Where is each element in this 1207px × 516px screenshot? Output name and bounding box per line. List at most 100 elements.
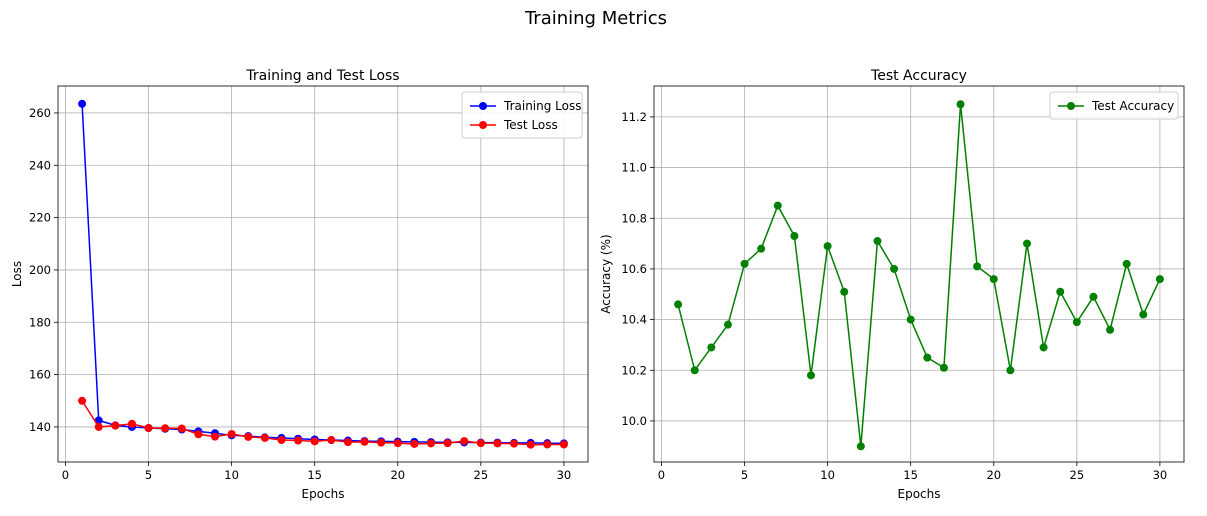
x-tick-label: 15 bbox=[903, 468, 918, 482]
data-point bbox=[723, 320, 732, 329]
data-point bbox=[1056, 287, 1065, 296]
x-tick-label: 30 bbox=[557, 468, 572, 482]
axes-frame bbox=[57, 85, 589, 463]
data-point bbox=[1006, 366, 1015, 375]
x-tick-label: 25 bbox=[474, 468, 489, 482]
legend: Test Accuracy bbox=[1049, 91, 1179, 120]
data-point bbox=[707, 343, 716, 352]
data-point bbox=[923, 353, 932, 362]
y-tick-label: 160 bbox=[29, 368, 51, 382]
data-point bbox=[294, 436, 303, 445]
x-tick-label: 20 bbox=[390, 468, 405, 482]
data-point bbox=[144, 423, 153, 432]
legend-label: Test Loss bbox=[503, 118, 558, 132]
data-point bbox=[78, 99, 87, 108]
y-axis-label: Accuracy (%) bbox=[599, 234, 613, 313]
data-point bbox=[510, 439, 519, 448]
data-point bbox=[393, 439, 402, 448]
series-line bbox=[81, 400, 564, 446]
legend: Training Loss Test Loss bbox=[461, 91, 583, 139]
x-tick-label: 0 bbox=[658, 468, 665, 482]
figure-title: Training Metrics bbox=[524, 8, 667, 29]
y-tick-label: 10.8 bbox=[621, 211, 647, 225]
x-tick-label: 10 bbox=[224, 468, 239, 482]
y-tick-label: 200 bbox=[29, 263, 51, 277]
data-point bbox=[973, 262, 982, 271]
x-axis-label: Epochs bbox=[302, 487, 345, 501]
x-axis-label: Epochs bbox=[898, 487, 941, 501]
data-point bbox=[740, 259, 749, 268]
loss-chart: 0 5 10 15 20 25 30 140 160 180 200 220 240 260 Trainin… bbox=[10, 68, 589, 501]
data-point bbox=[460, 437, 469, 446]
y-tick-label: 140 bbox=[29, 420, 51, 434]
y-tick-label: 220 bbox=[29, 211, 51, 225]
y-tick-label: 240 bbox=[29, 158, 51, 172]
data-point bbox=[161, 424, 170, 433]
data-point bbox=[194, 430, 203, 439]
data-point bbox=[227, 430, 236, 439]
series-line bbox=[81, 103, 564, 445]
data-point bbox=[1022, 239, 1031, 248]
y-tick-label: 180 bbox=[29, 315, 51, 329]
data-point bbox=[840, 287, 849, 296]
data-point bbox=[773, 201, 782, 210]
x-tick-label: 5 bbox=[145, 468, 152, 482]
chart-title: Training and Test Loss bbox=[245, 68, 399, 84]
data-point bbox=[111, 421, 120, 430]
data-point bbox=[989, 275, 998, 284]
series-line bbox=[677, 104, 1161, 447]
data-point bbox=[1039, 343, 1048, 352]
x-tick-label: 10 bbox=[820, 468, 835, 482]
data-point bbox=[939, 363, 948, 372]
data-point bbox=[211, 432, 220, 441]
data-point bbox=[244, 432, 253, 441]
data-point bbox=[559, 440, 568, 449]
x-tick-label: 5 bbox=[741, 468, 748, 482]
data-point bbox=[360, 437, 369, 446]
data-point bbox=[443, 439, 452, 448]
x-tick-label: 30 bbox=[1153, 468, 1168, 482]
data-point bbox=[1106, 325, 1115, 334]
y-tick-label: 11.0 bbox=[621, 161, 647, 175]
axes-frame bbox=[653, 85, 1185, 463]
legend-marker bbox=[1067, 102, 1075, 110]
data-point bbox=[410, 439, 419, 448]
data-point bbox=[856, 442, 865, 451]
data-point bbox=[1122, 259, 1131, 268]
data-point bbox=[674, 300, 683, 309]
legend-marker bbox=[479, 121, 487, 129]
x-tick-label: 15 bbox=[307, 468, 322, 482]
data-point bbox=[94, 422, 103, 431]
data-point bbox=[823, 242, 832, 251]
data-point bbox=[1072, 318, 1081, 327]
data-point bbox=[873, 237, 882, 246]
data-point bbox=[177, 424, 186, 433]
data-point bbox=[890, 264, 899, 273]
chart-title: Test Accuracy bbox=[870, 68, 967, 84]
data-point bbox=[543, 440, 552, 449]
data-point bbox=[260, 433, 269, 442]
data-point bbox=[906, 315, 915, 324]
accuracy-chart: 0 5 10 15 20 25 30 10.0 10.2 10.4 10.6 10.8 11.0 11.2… bbox=[599, 68, 1185, 501]
legend-label: Training Loss bbox=[503, 99, 581, 113]
y-tick-label: 10.6 bbox=[621, 262, 647, 276]
y-tick-label: 10.4 bbox=[621, 313, 647, 327]
y-tick-label: 10.0 bbox=[621, 414, 647, 428]
data-point bbox=[493, 439, 502, 448]
y-axis-label: Loss bbox=[10, 261, 24, 287]
legend-label: Test Accuracy bbox=[1091, 99, 1174, 113]
data-point bbox=[78, 396, 87, 405]
data-point bbox=[343, 438, 352, 447]
data-point bbox=[690, 366, 699, 375]
data-point bbox=[277, 436, 286, 445]
data-point bbox=[327, 436, 336, 445]
legend-box bbox=[461, 91, 583, 139]
data-point bbox=[807, 371, 816, 380]
x-tick-label: 20 bbox=[986, 468, 1001, 482]
data-point bbox=[377, 438, 386, 447]
data-point bbox=[426, 439, 435, 448]
data-point bbox=[757, 244, 766, 253]
x-tick-label: 0 bbox=[62, 468, 69, 482]
legend-marker bbox=[479, 102, 487, 110]
